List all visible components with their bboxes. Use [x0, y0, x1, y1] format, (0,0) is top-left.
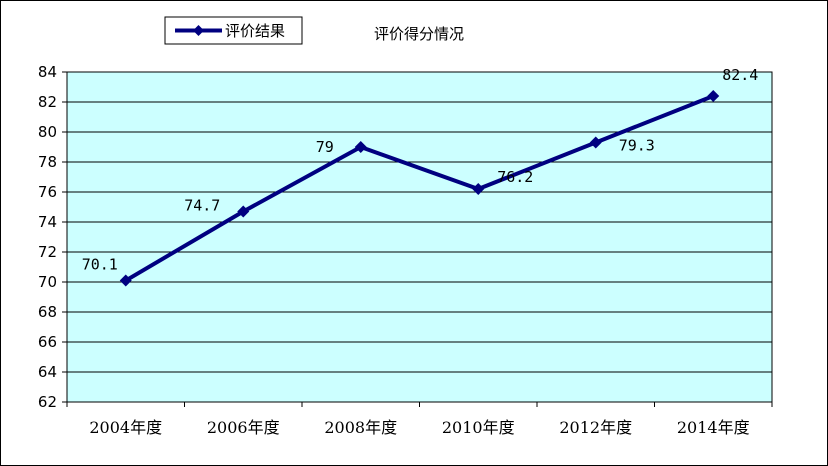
data-label-0: 70.1 — [82, 256, 118, 274]
gridlines — [67, 71, 772, 403]
x-tick-label-3: 2010年度 — [442, 418, 515, 437]
y-axis-ticks: 62 64 66 68 70 72 74 76 78 80 82 84 — [38, 63, 67, 411]
data-marker-0 — [119, 274, 132, 287]
plot-area — [66, 71, 773, 403]
y-tick-label-76: 76 — [38, 183, 57, 201]
y-tick-label-66: 66 — [38, 333, 57, 351]
x-tick-label-2: 2008年度 — [324, 418, 397, 437]
data-marker-4 — [589, 136, 602, 149]
y-tick-label-70: 70 — [38, 273, 57, 291]
data-label-5: 82.4 — [722, 66, 758, 84]
data-marker-5 — [707, 90, 720, 102]
y-tick-label-62: 62 — [38, 393, 57, 411]
y-tick-label-82: 82 — [38, 93, 57, 111]
data-marker-1 — [237, 205, 250, 218]
x-tick-label-5: 2014年度 — [677, 418, 750, 437]
chart-title: 评价得分情况 — [374, 25, 464, 43]
data-markers — [119, 90, 720, 287]
x-tick-label-0: 2004年度 — [89, 418, 162, 437]
data-label-1: 74.7 — [184, 197, 220, 215]
data-marker-2 — [354, 141, 367, 153]
series-line — [124, 94, 714, 283]
y-tick-label-72: 72 — [38, 243, 57, 261]
y-tick-label-68: 68 — [38, 303, 57, 321]
data-labels: 70.1 74.7 79 76.2 79.3 82.4 — [82, 66, 759, 274]
legend-series-name: 评价结果 — [225, 22, 285, 40]
y-tick-label-74: 74 — [38, 213, 57, 231]
y-tick-label-80: 80 — [38, 123, 57, 141]
y-tick-label-78: 78 — [38, 153, 57, 171]
x-axis-ticks: 2004年度 2006年度 2008年度 2010年度 2012年度 2014年度 — [66, 402, 773, 437]
data-label-3: 76.2 — [497, 168, 533, 186]
y-tick-label-84: 84 — [38, 63, 57, 81]
y-tick-label-64: 64 — [38, 363, 57, 381]
legend-marker-swatch — [193, 25, 204, 36]
data-marker-3 — [472, 183, 485, 195]
x-tick-label-1: 2006年度 — [207, 418, 280, 437]
legend: 评价结果 — [164, 16, 303, 45]
x-tick-label-4: 2012年度 — [559, 418, 632, 437]
data-label-2: 79 — [316, 138, 334, 156]
data-label-4: 79.3 — [619, 137, 655, 155]
